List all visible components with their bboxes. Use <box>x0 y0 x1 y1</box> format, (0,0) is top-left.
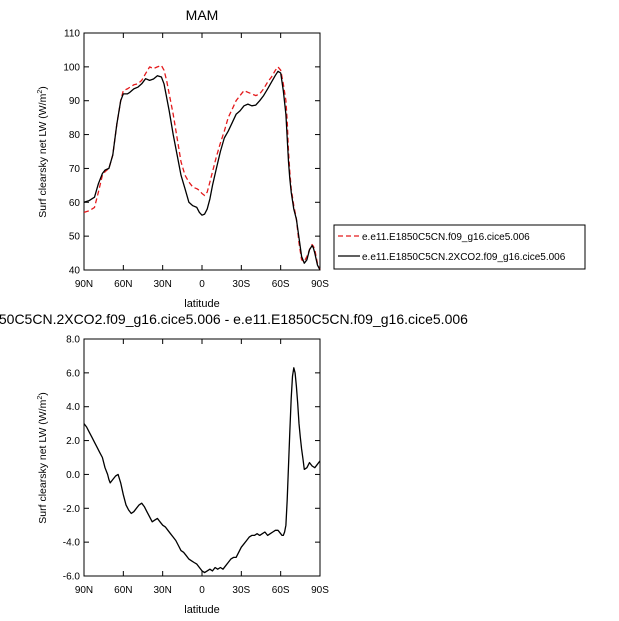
y-tick-label: 80 <box>69 130 81 141</box>
chart-top: MAM 40 50 60 70 80 90 100 110 90N 60N 30N 0 30S 60S 9… <box>37 7 586 310</box>
x-tick-label: 90S <box>311 279 329 290</box>
y-tick-label: 8.0 <box>66 335 80 346</box>
top-series-line-0 <box>83 64 321 271</box>
y-tick-label: 70 <box>69 164 81 175</box>
y-tick-label: -6.0 <box>63 572 81 583</box>
x-tick-label: 0 <box>199 279 205 290</box>
bottom-y-axis-label: Surf clearsky net LW (W/m2) <box>37 392 49 523</box>
top-y-axis-label-sup: 2 <box>37 90 44 94</box>
y-tick-label: 50 <box>69 232 81 243</box>
x-tick-label: 60S <box>272 585 290 596</box>
top-series-line-1 <box>83 70 321 271</box>
y-tick-label: -4.0 <box>63 538 81 549</box>
chart-bottom: e.e11.E1850C5CN.2XCO2.f09_g16.cice5.006 … <box>0 311 468 616</box>
bottom-series-line-0 <box>83 367 321 574</box>
y-tick-label: 100 <box>63 62 80 73</box>
bottom-y-axis-label-main: Surf clearsky net LW (W/m <box>37 399 49 523</box>
top-y-axis-label: Surf clearsky net LW (W/m2) <box>37 86 49 217</box>
y-tick-label: 4.0 <box>66 402 80 413</box>
y-tick-label: 60 <box>69 198 81 209</box>
x-tick-label: 60N <box>114 279 132 290</box>
y-tick-label: 40 <box>69 266 81 277</box>
y-tick-label: 110 <box>64 29 80 40</box>
bottom-plot-frame <box>83 338 321 577</box>
bottom-x-axis-label: latitude <box>184 604 219 616</box>
legend-box <box>333 224 586 270</box>
top-y-axis-label-tail: ) <box>37 86 49 90</box>
bottom-chart-title: e.e11.E1850C5CN.2XCO2.f09_g16.cice5.006 … <box>0 311 468 327</box>
x-tick-label: 90S <box>311 585 329 596</box>
top-y-axis-label-main: Surf clearsky net LW (W/m <box>37 93 49 217</box>
top-plot-frame <box>83 32 321 271</box>
x-tick-label: 30N <box>153 585 171 596</box>
x-tick-label: 30N <box>153 279 171 290</box>
y-tick-label: -2.0 <box>63 504 81 515</box>
legend-label-control: e.e11.E1850C5CN.f09_g16.cice5.006 <box>362 232 530 243</box>
x-tick-label: 30S <box>232 585 250 596</box>
x-tick-label: 90N <box>75 585 93 596</box>
x-tick-label: 0 <box>199 585 205 596</box>
x-tick-label: 60S <box>272 279 290 290</box>
bottom-y-axis-label-sup: 2 <box>37 396 44 400</box>
y-tick-label: 6.0 <box>66 368 80 379</box>
bottom-y-axis-label-tail: ) <box>37 392 49 396</box>
x-tick-label: 60N <box>114 585 132 596</box>
y-tick-label: 90 <box>69 96 81 107</box>
top-x-axis-label: latitude <box>184 298 219 310</box>
y-tick-label: 0.0 <box>66 470 80 481</box>
y-tick-label: 2.0 <box>66 436 80 447</box>
x-tick-label: 30S <box>232 279 250 290</box>
legend: e.e11.E1850C5CN.f09_g16.cice5.006 e.e11.… <box>333 224 586 270</box>
top-chart-title: MAM <box>186 7 219 23</box>
legend-label-experiment: e.e11.E1850C5CN.2XCO2.f09_g16.cice5.006 <box>362 252 566 263</box>
x-tick-label: 90N <box>75 279 93 290</box>
